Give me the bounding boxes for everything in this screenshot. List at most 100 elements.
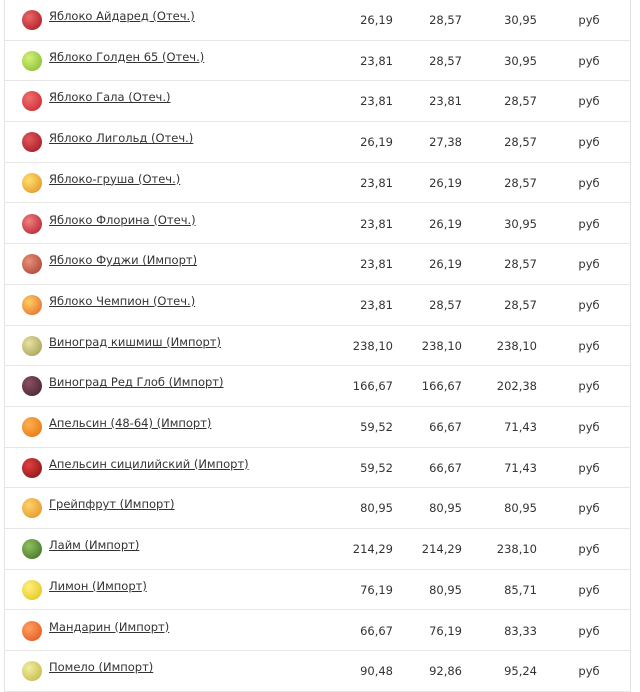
fruit-icon	[22, 132, 42, 153]
currency: руб	[578, 501, 600, 516]
price: 59,52	[360, 420, 393, 434]
currency: руб	[578, 664, 600, 679]
product-link[interactable]: Лайм (Импорт)	[49, 538, 140, 553]
price: 238,10	[421, 338, 462, 353]
price: 76,19	[360, 582, 393, 597]
table-row: Виноград кишмиш (Импорт) 238,10 238,10 238,…	[5, 326, 630, 367]
product-link[interactable]: Мандарин (Импорт)	[49, 619, 170, 634]
price: 23,81	[360, 53, 393, 68]
fruit-icon	[22, 335, 42, 356]
product-link[interactable]: Яблоко Флорина (Отеч.)	[49, 212, 196, 227]
currency: руб	[578, 338, 600, 353]
table-row: Лимон (Импорт) 76,19 80,95 85,71 руб	[5, 570, 630, 611]
fruit-icon	[22, 417, 42, 437]
price: 202,38	[496, 379, 537, 394]
price: 26,19	[429, 175, 462, 190]
price: 166,67	[352, 379, 393, 394]
table-row: Грейпфрут (Импорт) 80,95 80,95 80,95 руб	[5, 488, 630, 530]
price: 71,43	[504, 460, 537, 475]
product-link[interactable]: Яблоко Чемпион (Отеч.)	[49, 293, 196, 308]
price: 238,10	[352, 338, 393, 353]
product-link[interactable]: Апельсин сицилийский (Импорт)	[49, 456, 249, 471]
price: 76,19	[429, 623, 462, 638]
product-link[interactable]: Помело (Импорт)	[49, 660, 154, 675]
fruit-icon	[22, 50, 42, 71]
table-row: Яблоко Гала (Отеч.) 23,81 23,81 28,57 руб	[5, 81, 630, 123]
fruit-icon	[22, 294, 42, 315]
product-link[interactable]: Яблоко-груша (Отеч.)	[49, 171, 181, 186]
price: 95,24	[504, 664, 537, 679]
price: 238,10	[496, 338, 537, 353]
fruit-icon	[22, 376, 42, 397]
currency: руб	[578, 53, 600, 68]
table-row: Виноград Ред Глоб (Импорт) 166,67 166,67 20…	[5, 366, 630, 407]
currency: руб	[578, 460, 600, 475]
price: 238,10	[496, 542, 537, 557]
price: 66,67	[429, 420, 462, 434]
product-link[interactable]: Яблоко Фуджи (Импорт)	[49, 253, 198, 268]
table-row: Апельсин (48-64) (Импорт) 59,52 66,67 71,43…	[5, 407, 630, 448]
fruit-icon	[22, 254, 42, 275]
table-row: Яблоко Лигольд (Отеч.) 26,19 27,38 28,57 руб	[5, 122, 630, 163]
fruit-icon	[22, 579, 42, 600]
price: 26,19	[360, 135, 393, 150]
price: 166,67	[421, 379, 462, 394]
price: 28,57	[504, 257, 537, 272]
price: 23,81	[429, 94, 462, 109]
price: 28,57	[429, 297, 462, 312]
table-row: Мандарин (Импорт) 66,67 76,19 83,33 руб	[5, 611, 630, 652]
price: 26,19	[429, 257, 462, 272]
price: 28,57	[504, 135, 537, 150]
price: 28,57	[504, 297, 537, 312]
currency: руб	[578, 94, 600, 109]
product-link[interactable]: Лимон (Импорт)	[49, 578, 147, 593]
fruit-icon	[22, 620, 42, 641]
fruit-icon	[22, 172, 42, 193]
fruit-icon	[22, 539, 42, 560]
price: 30,95	[504, 53, 537, 68]
price: 92,86	[429, 664, 462, 679]
currency: руб	[578, 420, 600, 434]
table-row: Яблоко-груша (Отеч.) 23,81 26,19 28,57 руб	[5, 163, 630, 204]
product-link[interactable]: Яблоко Лигольд (Отеч.)	[49, 131, 194, 146]
price: 23,81	[360, 94, 393, 109]
price: 66,67	[429, 460, 462, 475]
price: 28,57	[429, 13, 462, 27]
price: 30,95	[504, 13, 537, 27]
currency: руб	[578, 623, 600, 638]
fruit-icon	[22, 213, 42, 234]
price: 23,81	[360, 257, 393, 272]
currency: руб	[578, 257, 600, 272]
fruit-icon	[22, 498, 42, 519]
product-link[interactable]: Виноград кишмиш (Импорт)	[49, 334, 221, 349]
product-link[interactable]: Яблоко Айдаред (Отеч.)	[49, 9, 195, 23]
price: 83,33	[504, 623, 537, 638]
price: 23,81	[360, 216, 393, 231]
fruit-icon	[22, 457, 42, 478]
price: 26,19	[360, 13, 393, 27]
currency: руб	[578, 13, 600, 27]
product-link[interactable]: Грейпфрут (Импорт)	[49, 497, 175, 512]
price: 80,95	[429, 582, 462, 597]
product-link[interactable]: Апельсин (48-64) (Импорт)	[49, 416, 212, 430]
fruit-icon	[22, 10, 42, 30]
price: 27,38	[429, 135, 462, 150]
price: 90,48	[360, 664, 393, 679]
table-row: Яблоко Чемпион (Отеч.) 23,81 28,57 28,57 руб	[5, 285, 630, 326]
product-link[interactable]: Яблоко Гала (Отеч.)	[49, 90, 171, 105]
table-row: Яблоко Флорина (Отеч.) 23,81 26,19 30,95 руб	[5, 204, 630, 245]
product-link[interactable]: Виноград Ред Глоб (Импорт)	[49, 375, 224, 390]
price: 23,81	[360, 175, 393, 190]
price: 28,57	[504, 175, 537, 190]
price: 80,95	[429, 501, 462, 516]
table-row: Помело (Импорт) 90,48 92,86 95,24 руб	[5, 651, 630, 692]
price: 214,29	[421, 542, 462, 557]
fruit-icon	[22, 661, 42, 682]
price: 28,57	[504, 94, 537, 109]
table-row: Апельсин сицилийский (Импорт) 59,52 66,67 7…	[5, 448, 630, 489]
table-row: Лайм (Импорт) 214,29 214,29 238,10 руб	[5, 529, 630, 570]
currency: руб	[578, 297, 600, 312]
product-link[interactable]: Яблоко Голден 65 (Отеч.)	[49, 49, 205, 64]
price: 85,71	[504, 582, 537, 597]
